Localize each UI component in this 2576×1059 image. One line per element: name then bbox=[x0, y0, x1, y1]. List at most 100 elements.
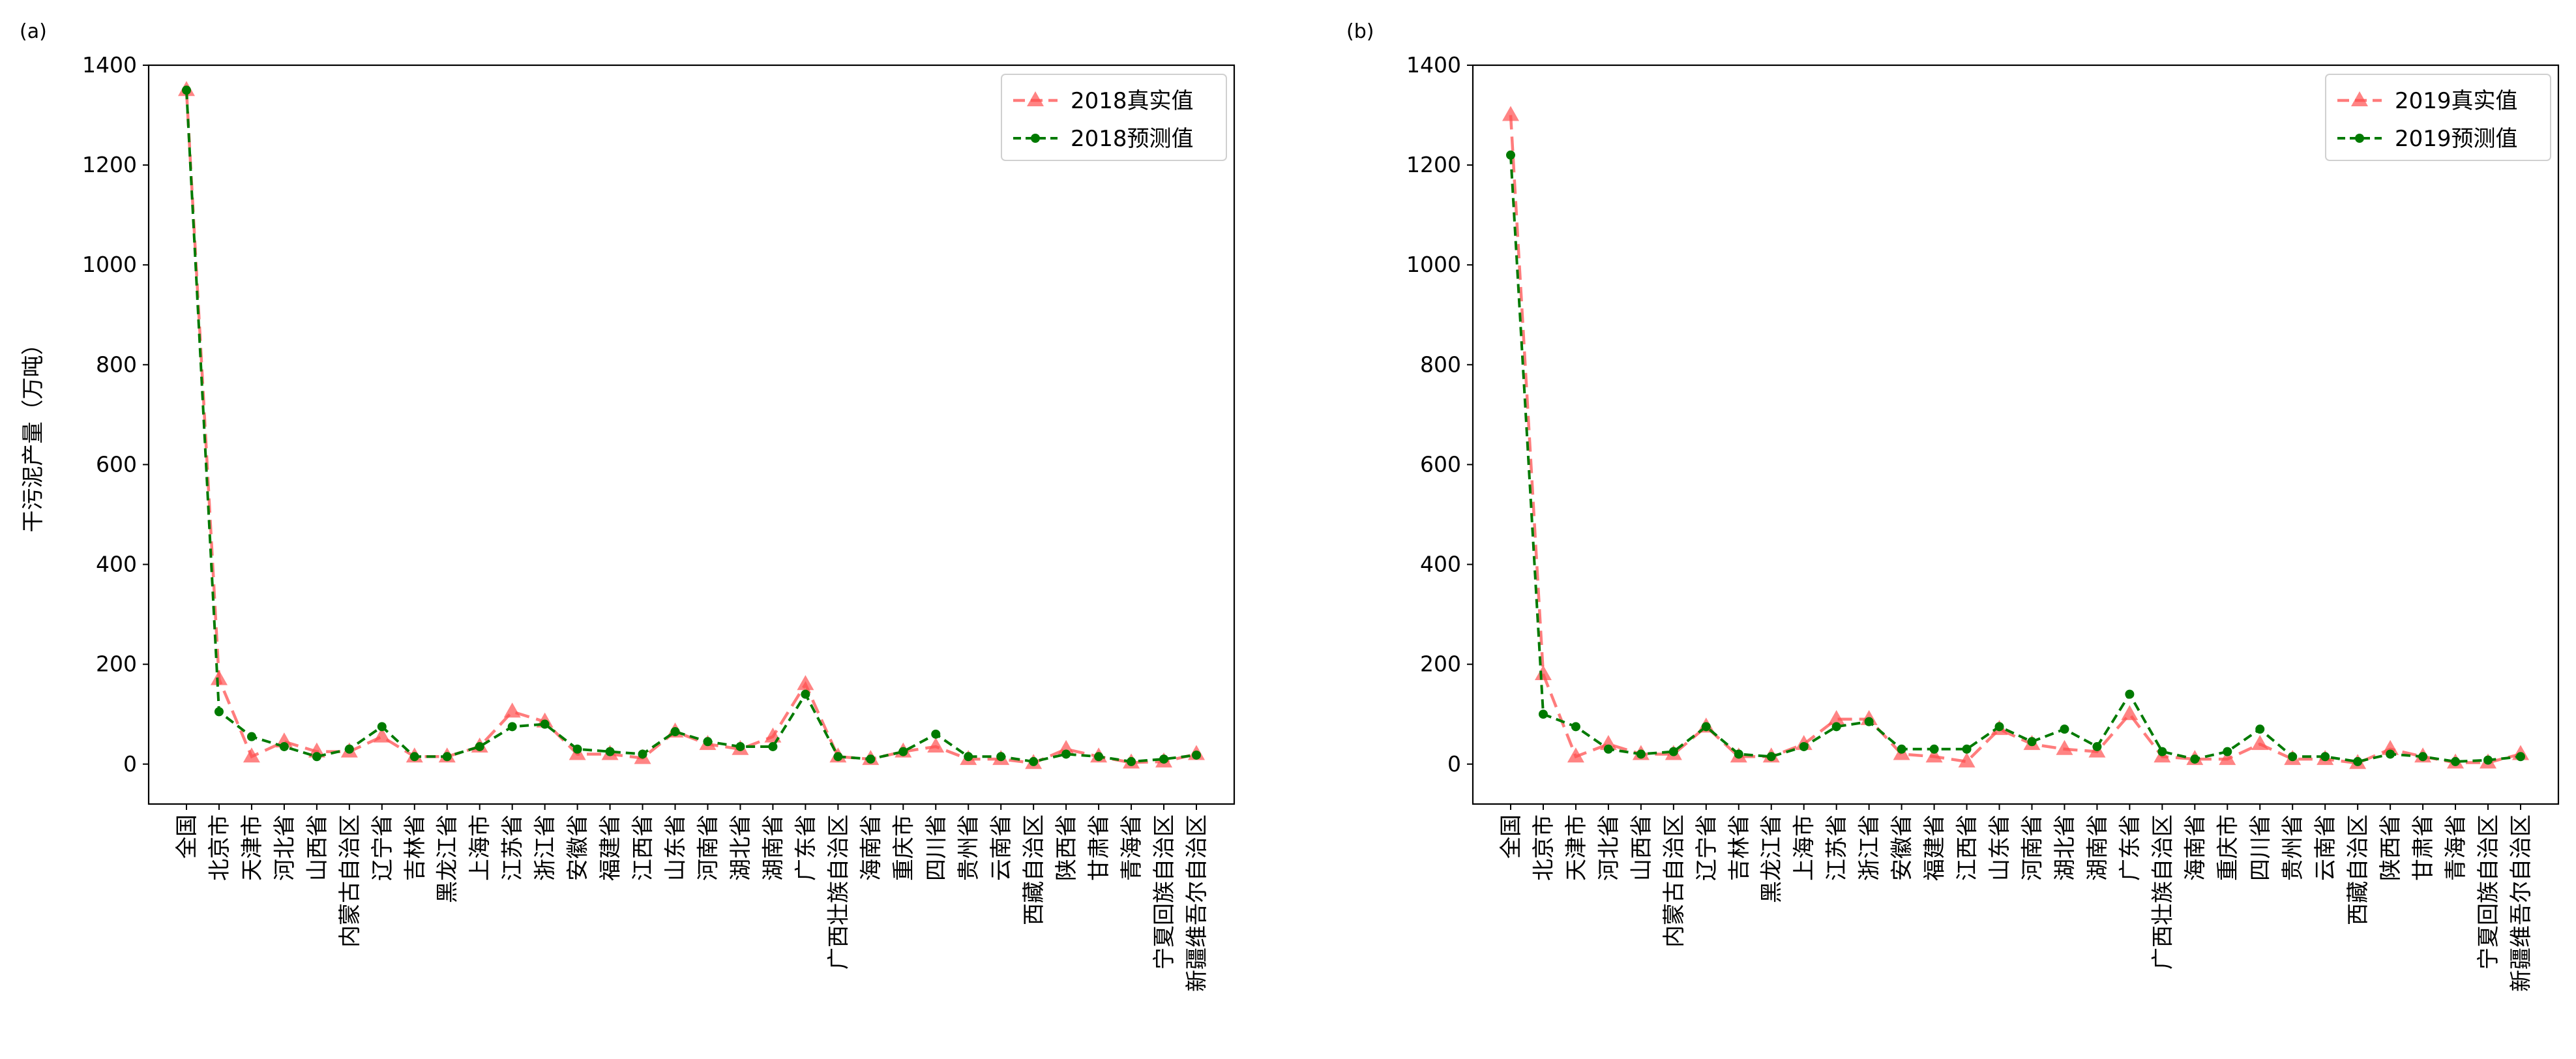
legend-label: 2019真实值 bbox=[2395, 88, 2518, 114]
data-point-circle bbox=[2516, 752, 2525, 762]
x-tick-label: 甘肃省 bbox=[2410, 814, 2436, 881]
y-axis-label: 干污泥产量（万吨） bbox=[20, 333, 46, 533]
data-point-circle bbox=[1571, 722, 1580, 732]
legend-marker-triangle bbox=[2351, 91, 2368, 106]
data-point-circle bbox=[1061, 749, 1071, 759]
data-point-triangle bbox=[210, 670, 228, 685]
x-tick-label: 内蒙古自治区 bbox=[1661, 814, 1687, 947]
y-tick-label: 400 bbox=[1420, 552, 1461, 577]
data-point-circle bbox=[1734, 749, 1743, 759]
x-tick-label: 重庆市 bbox=[2215, 814, 2241, 881]
x-tick-label: 福建省 bbox=[1922, 814, 1948, 881]
data-point-triangle bbox=[1925, 747, 1943, 763]
x-tick-label: 宁夏回族自治区 bbox=[1151, 814, 1177, 970]
data-point-circle bbox=[182, 85, 191, 95]
y-tick-label: 600 bbox=[96, 451, 137, 477]
y-tick-label: 1000 bbox=[82, 252, 137, 277]
data-point-triangle bbox=[797, 675, 814, 691]
x-tick-label: 吉林省 bbox=[1726, 814, 1753, 881]
data-point-circle bbox=[768, 741, 778, 751]
y-tick-label: 600 bbox=[1420, 451, 1461, 477]
x-tick-label: 吉林省 bbox=[402, 814, 428, 881]
data-point-circle bbox=[2451, 756, 2461, 766]
x-tick-label: 新疆维吾尔自治区 bbox=[1184, 814, 1210, 992]
x-tick-label: 广西壮族自治区 bbox=[825, 814, 851, 970]
data-point-circle bbox=[964, 752, 973, 762]
x-tick-label: 江苏省 bbox=[500, 814, 526, 881]
legend: 2018真实值 2018预测值 bbox=[1001, 74, 1227, 161]
data-point-triangle bbox=[1534, 664, 1552, 680]
data-point-circle bbox=[1994, 722, 2004, 732]
x-tick-label: 青海省 bbox=[2443, 814, 2469, 881]
data-point-triangle bbox=[2056, 739, 2073, 755]
data-point-circle bbox=[1766, 752, 1776, 762]
x-tick-label: 内蒙古自治区 bbox=[337, 814, 363, 947]
data-point-circle bbox=[312, 752, 321, 762]
data-point-circle bbox=[1897, 744, 1906, 754]
data-point-triangle bbox=[503, 702, 521, 718]
series-line-1 bbox=[185, 90, 1197, 765]
data-point-circle bbox=[1864, 717, 1874, 726]
plot-frame bbox=[147, 64, 1236, 805]
data-point-circle bbox=[2483, 755, 2493, 765]
legend: 2019真实值 2019预测值 bbox=[2325, 74, 2551, 161]
data-point-circle bbox=[475, 741, 484, 751]
x-tick-label: 湖北省 bbox=[728, 814, 754, 881]
x-tick-label: 安徽省 bbox=[565, 814, 591, 881]
data-point-triangle bbox=[275, 732, 293, 748]
y-tick-label: 800 bbox=[96, 351, 137, 377]
x-tick-label: 江西省 bbox=[630, 814, 657, 881]
x-tick-label: 贵州省 bbox=[2280, 814, 2306, 881]
data-point-circle bbox=[1962, 744, 1972, 754]
chart-panel-1: (a) 0 200 400 600 800 1000 1200 1400 干污泥产量（万吨） 全国北… bbox=[20, 20, 1236, 992]
x-tick-label: 山东省 bbox=[1987, 814, 2013, 881]
x-tick-label: 山西省 bbox=[304, 814, 331, 881]
data-point-circle bbox=[1701, 722, 1711, 732]
data-point-triangle bbox=[243, 747, 260, 763]
data-point-circle bbox=[1831, 722, 1841, 732]
plot-frame bbox=[1472, 64, 2560, 805]
x-tick-label: 浙江省 bbox=[533, 814, 559, 881]
data-point-circle bbox=[2060, 724, 2069, 734]
panel-label: (a) bbox=[20, 20, 47, 43]
data-point-circle bbox=[1668, 747, 1678, 756]
x-tick-label: 陕西省 bbox=[2378, 814, 2404, 881]
x-tick-label: 云南省 bbox=[988, 814, 1014, 881]
legend-box bbox=[1001, 74, 1227, 161]
x-tick-label: 山东省 bbox=[663, 814, 689, 881]
data-point-circle bbox=[2157, 747, 2167, 756]
series-line-1 bbox=[1509, 115, 2521, 765]
x-tick-label: 全国 bbox=[1498, 814, 1524, 859]
y-tick-label: 0 bbox=[123, 751, 137, 777]
data-point-circle bbox=[246, 732, 256, 741]
data-point-triangle bbox=[1828, 709, 1845, 725]
data-point-circle bbox=[2125, 689, 2135, 699]
x-tick-label: 安徽省 bbox=[1889, 814, 1916, 881]
x-tick-label: 湖南省 bbox=[760, 814, 786, 881]
x-tick-label: 新疆维吾尔自治区 bbox=[2508, 814, 2534, 992]
y-tick-label: 200 bbox=[96, 651, 137, 677]
data-point-circle bbox=[1929, 744, 1939, 754]
data-point-circle bbox=[2223, 747, 2232, 756]
x-tick-label: 湖南省 bbox=[2084, 814, 2110, 881]
data-point-circle bbox=[2190, 754, 2200, 764]
data-point-circle bbox=[1636, 749, 1646, 759]
data-point-triangle bbox=[2121, 705, 2139, 721]
x-tick-label: 天津市 bbox=[239, 814, 265, 881]
x-tick-label: 福建省 bbox=[598, 814, 624, 881]
data-point-circle bbox=[214, 707, 224, 717]
x-tick-label: 贵州省 bbox=[956, 814, 982, 881]
x-tick-label: 浙江省 bbox=[1857, 814, 1883, 881]
data-point-triangle bbox=[1599, 735, 1617, 751]
data-point-triangle bbox=[308, 742, 325, 758]
y-tick-label: 1400 bbox=[82, 52, 137, 78]
data-point-circle bbox=[1029, 756, 1039, 766]
x-tick-label: 山西省 bbox=[1629, 814, 1655, 881]
x-tick-label: 全国 bbox=[174, 814, 200, 859]
x-tick-label: 辽宁省 bbox=[370, 814, 396, 881]
x-tick-label: 四川省 bbox=[2247, 814, 2273, 881]
data-point-circle bbox=[703, 737, 713, 747]
data-point-circle bbox=[1192, 750, 1201, 760]
data-point-circle bbox=[2092, 741, 2102, 751]
